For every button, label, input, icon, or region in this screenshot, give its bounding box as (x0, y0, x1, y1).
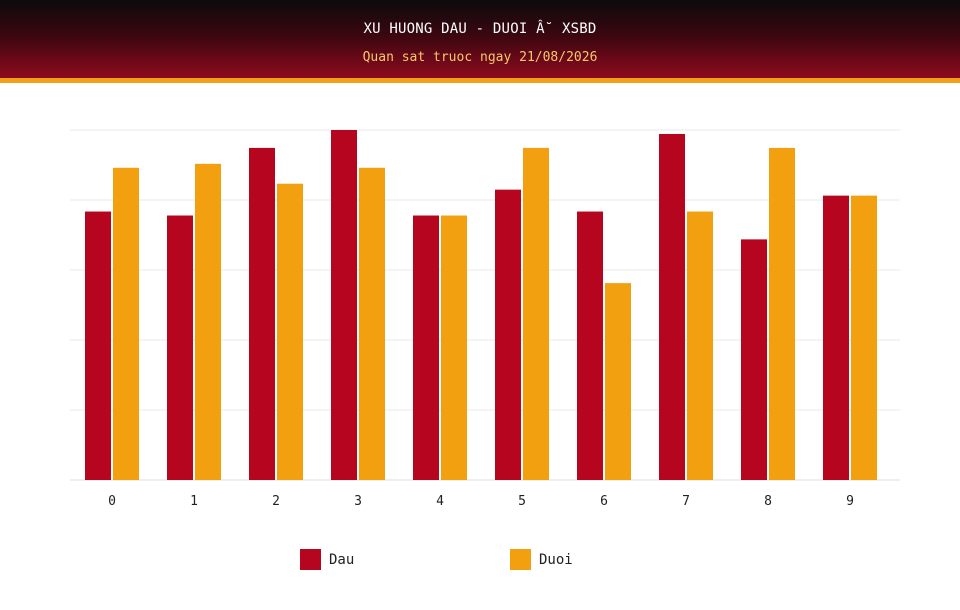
bar-duoi-0 (113, 167, 139, 480)
bar-dau-6 (577, 211, 603, 480)
x-tick-label: 2 (272, 494, 280, 509)
bar-dau-1 (167, 215, 193, 481)
x-tick-label: 9 (846, 494, 854, 509)
legend-swatch-duoi (510, 549, 531, 570)
x-tick-label: 1 (190, 494, 198, 509)
bar-duoi-2 (277, 183, 303, 480)
legend-label-duoi: Duoi (539, 551, 573, 568)
bar-duoi-3 (359, 167, 385, 480)
x-tick-label: 3 (354, 494, 362, 509)
chart-title: XU HUONG DAU - DUOI Â˘ XSBD (363, 21, 597, 37)
x-tick-label: 5 (518, 494, 526, 509)
legend-item-dau[interactable]: Dau (300, 549, 354, 570)
bar-duoi-9 (851, 195, 877, 480)
bar-duoi-8 (769, 147, 795, 481)
x-tick-label: 4 (436, 494, 444, 509)
legend-item-duoi[interactable]: Duoi (510, 549, 573, 570)
bar-dau-2 (249, 147, 275, 481)
bar-dau-0 (85, 211, 111, 480)
x-tick-label: 8 (764, 494, 772, 509)
bar-duoi-5 (523, 147, 549, 481)
bar-dau-8 (741, 239, 767, 480)
bar-dau-3 (331, 130, 357, 480)
bar-dau-9 (823, 195, 849, 480)
legend: Dau Duoi (0, 549, 960, 573)
x-tick-label: 0 (108, 494, 116, 509)
legend-swatch-dau (300, 549, 321, 570)
bar-duoi-4 (441, 215, 467, 481)
x-tick-label: 7 (682, 494, 690, 509)
bar-dau-4 (413, 215, 439, 481)
bar-duoi-1 (195, 163, 221, 480)
bar-dau-7 (659, 133, 685, 480)
bar-dau-5 (495, 189, 521, 480)
x-tick-label: 6 (600, 494, 608, 509)
bar-duoi-7 (687, 211, 713, 480)
chart-header: XU HUONG DAU - DUOI Â˘ XSBD Quan sat tru… (0, 0, 960, 83)
bar-duoi-6 (605, 283, 631, 480)
chart-subtitle: Quan sat truoc ngay 21/08/2026 (362, 50, 598, 65)
legend-label-dau: Dau (329, 551, 355, 568)
